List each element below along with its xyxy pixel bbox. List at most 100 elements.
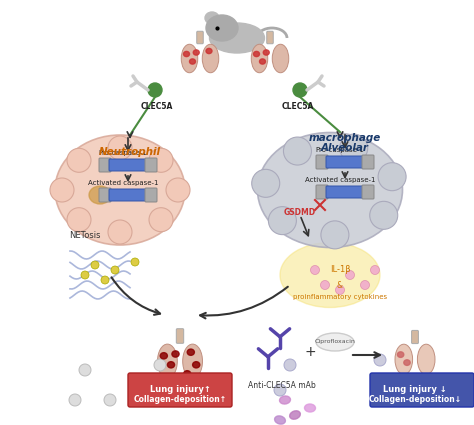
Ellipse shape xyxy=(254,51,259,57)
Text: Neutrophil: Neutrophil xyxy=(99,147,161,157)
Ellipse shape xyxy=(167,362,174,368)
Circle shape xyxy=(320,280,329,289)
Ellipse shape xyxy=(251,44,268,73)
Text: Lung injury ↓: Lung injury ↓ xyxy=(383,385,447,394)
FancyBboxPatch shape xyxy=(326,156,364,168)
Circle shape xyxy=(370,201,398,230)
FancyBboxPatch shape xyxy=(109,189,147,201)
Ellipse shape xyxy=(89,186,111,204)
FancyBboxPatch shape xyxy=(370,373,474,407)
FancyBboxPatch shape xyxy=(176,329,184,343)
Text: Collagen-deposition↓: Collagen-deposition↓ xyxy=(368,396,462,405)
Circle shape xyxy=(321,221,349,249)
Ellipse shape xyxy=(274,416,285,424)
Ellipse shape xyxy=(395,344,412,374)
Ellipse shape xyxy=(193,50,199,55)
Ellipse shape xyxy=(257,133,402,247)
Ellipse shape xyxy=(263,50,269,55)
Ellipse shape xyxy=(397,352,404,357)
Text: Ciprofloxacin: Ciprofloxacin xyxy=(315,340,356,345)
FancyBboxPatch shape xyxy=(197,31,203,44)
Circle shape xyxy=(148,83,162,97)
FancyBboxPatch shape xyxy=(109,159,147,171)
Text: IL-1β: IL-1β xyxy=(330,266,350,275)
Text: Lung injury↑: Lung injury↑ xyxy=(150,385,210,394)
Ellipse shape xyxy=(160,353,167,359)
Circle shape xyxy=(149,148,173,172)
Circle shape xyxy=(336,286,345,295)
Circle shape xyxy=(252,169,280,197)
Ellipse shape xyxy=(316,333,354,351)
FancyBboxPatch shape xyxy=(326,186,364,198)
Text: CLEC5A: CLEC5A xyxy=(282,102,314,111)
Text: NETosis: NETosis xyxy=(69,230,101,240)
Ellipse shape xyxy=(206,48,212,54)
Text: Pro-caspase-1: Pro-caspase-1 xyxy=(316,147,365,153)
Text: proinflammatory cytokines: proinflammatory cytokines xyxy=(293,294,387,300)
Ellipse shape xyxy=(182,344,202,378)
Text: CLEC5A: CLEC5A xyxy=(141,102,173,111)
Circle shape xyxy=(164,394,176,406)
Circle shape xyxy=(108,220,132,244)
Circle shape xyxy=(310,266,319,275)
Ellipse shape xyxy=(183,371,191,377)
Text: Alveolar: Alveolar xyxy=(321,143,369,153)
Ellipse shape xyxy=(280,243,380,308)
FancyBboxPatch shape xyxy=(99,188,111,202)
Circle shape xyxy=(67,148,91,172)
Ellipse shape xyxy=(290,411,301,419)
FancyBboxPatch shape xyxy=(362,185,374,199)
FancyBboxPatch shape xyxy=(316,155,328,169)
Text: Anti-CLEC5A mAb: Anti-CLEC5A mAb xyxy=(248,380,316,389)
Ellipse shape xyxy=(206,15,238,41)
Circle shape xyxy=(111,266,119,274)
Text: &: & xyxy=(337,280,343,289)
FancyBboxPatch shape xyxy=(99,158,111,172)
Ellipse shape xyxy=(190,59,195,64)
Ellipse shape xyxy=(181,44,198,73)
Ellipse shape xyxy=(183,51,190,57)
Ellipse shape xyxy=(210,23,264,53)
Ellipse shape xyxy=(55,135,185,245)
Circle shape xyxy=(69,394,81,406)
Circle shape xyxy=(81,271,89,279)
Ellipse shape xyxy=(205,12,219,24)
Circle shape xyxy=(149,208,173,232)
Circle shape xyxy=(346,270,355,280)
Circle shape xyxy=(374,354,386,366)
Ellipse shape xyxy=(192,362,200,368)
Ellipse shape xyxy=(404,360,410,365)
Circle shape xyxy=(283,137,311,165)
Text: Activated caspase-1: Activated caspase-1 xyxy=(305,177,375,183)
Circle shape xyxy=(91,261,99,269)
Circle shape xyxy=(274,384,286,396)
Circle shape xyxy=(50,178,74,202)
Circle shape xyxy=(154,359,166,371)
Ellipse shape xyxy=(157,344,177,378)
Ellipse shape xyxy=(272,44,289,73)
Ellipse shape xyxy=(418,344,435,374)
Circle shape xyxy=(284,359,296,371)
Ellipse shape xyxy=(172,351,179,357)
FancyBboxPatch shape xyxy=(145,158,157,172)
Text: +: + xyxy=(304,345,316,359)
Ellipse shape xyxy=(202,44,219,73)
FancyBboxPatch shape xyxy=(316,185,328,199)
FancyBboxPatch shape xyxy=(145,188,157,202)
Circle shape xyxy=(371,266,380,275)
Ellipse shape xyxy=(280,396,291,404)
Ellipse shape xyxy=(259,59,265,64)
Circle shape xyxy=(379,379,391,391)
FancyBboxPatch shape xyxy=(128,373,232,407)
Circle shape xyxy=(340,134,368,162)
FancyBboxPatch shape xyxy=(267,31,273,44)
FancyBboxPatch shape xyxy=(411,330,419,343)
FancyBboxPatch shape xyxy=(362,155,374,169)
Ellipse shape xyxy=(187,349,194,355)
Circle shape xyxy=(108,136,132,160)
Circle shape xyxy=(293,83,307,97)
Circle shape xyxy=(67,208,91,232)
Circle shape xyxy=(361,280,370,289)
Circle shape xyxy=(101,276,109,284)
Ellipse shape xyxy=(304,404,316,412)
